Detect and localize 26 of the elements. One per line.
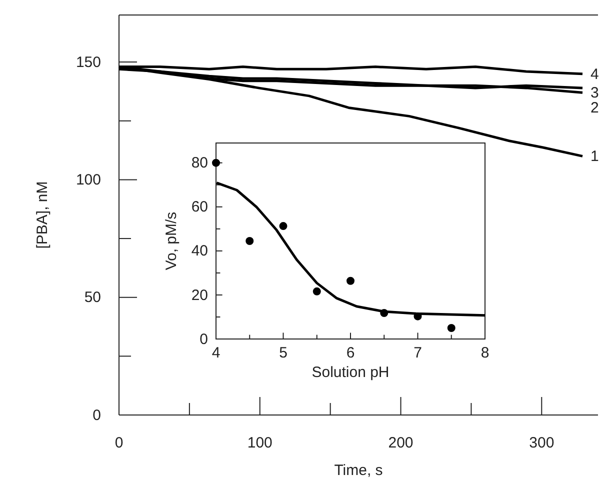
x-tick-label: 5 (279, 344, 288, 362)
x-tick-label: 7 (414, 344, 422, 362)
x-tick-label: 200 (388, 434, 414, 452)
x-tick-label: 300 (529, 434, 554, 452)
x-axis-title: Solution pH (312, 364, 390, 381)
series-label: 1 (590, 148, 599, 166)
series-label: 4 (590, 66, 599, 83)
x-tick-label: 4 (212, 344, 220, 362)
x-tick-label: 100 (247, 434, 272, 452)
y-tick-label: 150 (76, 54, 101, 71)
y-tick-label: 20 (191, 286, 208, 304)
y-tick-label: 40 (191, 242, 208, 260)
y-tick-label: 60 (191, 198, 208, 216)
y-tick-label: 80 (191, 154, 208, 172)
series-label: 2 (590, 100, 599, 117)
series-label: 3 (590, 84, 599, 102)
x-tick-label: 0 (114, 434, 124, 452)
x-tick-label: 8 (480, 344, 490, 362)
y-tick-label: 0 (92, 406, 101, 424)
x-axis-title: Time, s (334, 462, 383, 479)
y-tick-label: 0 (200, 330, 208, 348)
y-axis-title: Vo, pM/s (163, 212, 180, 270)
y-tick-label: 100 (76, 172, 101, 189)
y-tick-label: 50 (84, 289, 101, 306)
y-axis-title: [PBA], nM (34, 181, 51, 249)
x-tick-label: 6 (346, 344, 355, 362)
